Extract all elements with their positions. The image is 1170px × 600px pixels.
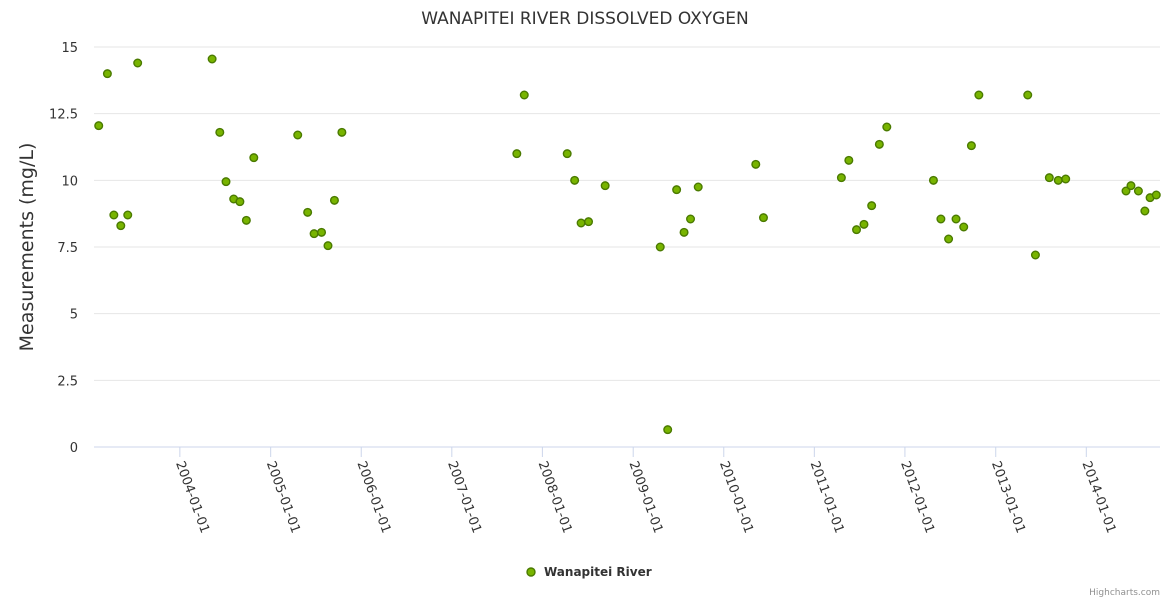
y-tick-label: 12.5 [49,108,78,123]
data-point[interactable] [94,121,104,131]
data-point[interactable] [323,241,333,251]
data-point[interactable] [235,197,245,207]
data-point[interactable] [562,149,572,159]
data-point[interactable] [882,122,892,132]
y-gridlines [94,46,1160,448]
data-point[interactable] [293,130,303,140]
data-point[interactable] [570,175,580,185]
data-point[interactable] [693,182,703,192]
data-point[interactable] [859,219,869,229]
data-point[interactable] [959,222,969,232]
y-tick-label: 7.5 [57,241,78,256]
data-point[interactable] [655,242,665,252]
data-point[interactable] [874,139,884,149]
data-point[interactable] [1030,250,1040,260]
data-point[interactable] [123,210,133,220]
data-point[interactable] [966,141,976,151]
data-point[interactable] [1044,173,1054,183]
data-point[interactable] [974,90,984,100]
data-point[interactable] [1140,206,1150,216]
data-point[interactable] [663,425,673,435]
data-point[interactable] [133,58,143,68]
data-point[interactable] [679,227,689,237]
y-axis-label: Measurements (mg/L) [16,143,38,352]
data-point[interactable] [1023,90,1033,100]
data-point[interactable] [584,217,594,227]
data-point[interactable] [1126,181,1136,191]
data-point[interactable] [852,225,862,235]
data-point[interactable] [1053,175,1063,185]
data-point[interactable] [109,210,119,220]
y-tick-label: 15 [61,41,78,56]
data-point[interactable] [116,221,126,231]
data-point[interactable] [751,159,761,169]
data-point[interactable] [951,214,961,224]
data-point[interactable] [600,181,610,191]
data-point[interactable] [836,173,846,183]
data-point[interactable] [215,127,225,137]
data-point[interactable] [317,227,327,237]
data-point[interactable] [303,207,313,217]
data-point[interactable] [241,215,251,225]
data-point[interactable] [576,218,586,228]
data-point[interactable] [207,54,217,64]
data-point[interactable] [928,175,938,185]
data-point[interactable] [249,153,259,163]
data-point[interactable] [337,127,347,137]
data-point[interactable] [844,155,854,165]
data-point[interactable] [309,229,319,239]
data-point[interactable] [936,214,946,224]
data-point[interactable] [1151,190,1161,200]
legend[interactable]: Wanapitei River [526,565,652,579]
data-point[interactable] [102,69,112,79]
data-point[interactable] [867,201,877,211]
y-axis-ticks: 0 2.5 5 7.5 10 12.5 15 [49,41,78,456]
series-wanapitei-river[interactable] [94,54,1161,435]
y-tick-label: 5 [70,308,78,323]
data-point[interactable] [944,234,954,244]
credits-link[interactable]: Highcharts.com [1089,588,1160,598]
data-point[interactable] [1121,186,1131,196]
y-tick-label: 0 [70,441,78,456]
data-point[interactable] [329,195,339,205]
data-point[interactable] [221,177,231,187]
data-point[interactable] [512,149,522,159]
data-point[interactable] [1133,186,1143,196]
data-point[interactable] [672,185,682,195]
legend-item-wanapitei-river[interactable]: Wanapitei River [544,565,652,579]
data-point[interactable] [519,90,529,100]
chart-title: WANAPITEI RIVER DISSOLVED OXYGEN [421,9,749,29]
data-point[interactable] [686,214,696,224]
y-tick-label: 10 [61,174,78,189]
data-point[interactable] [758,213,768,223]
data-point[interactable] [1061,174,1071,184]
y-tick-label: 2.5 [57,374,78,389]
legend-marker[interactable] [526,567,536,577]
